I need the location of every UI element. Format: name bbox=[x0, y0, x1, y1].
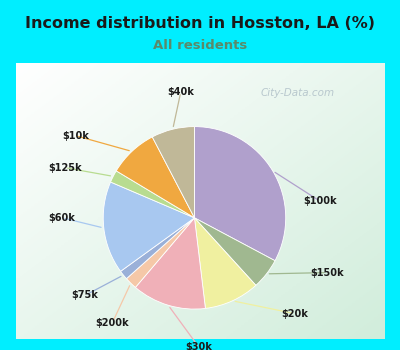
Wedge shape bbox=[116, 137, 194, 218]
Text: $10k: $10k bbox=[62, 131, 89, 141]
Text: $200k: $200k bbox=[96, 318, 129, 328]
Text: $20k: $20k bbox=[282, 309, 308, 318]
Wedge shape bbox=[194, 218, 275, 285]
Wedge shape bbox=[126, 218, 194, 287]
Text: All residents: All residents bbox=[153, 39, 247, 52]
Text: $30k: $30k bbox=[186, 342, 212, 350]
Text: $40k: $40k bbox=[167, 87, 194, 97]
Text: $100k: $100k bbox=[304, 196, 337, 206]
Text: $125k: $125k bbox=[48, 163, 82, 173]
Text: $75k: $75k bbox=[72, 290, 98, 300]
Wedge shape bbox=[103, 182, 194, 271]
Wedge shape bbox=[152, 127, 194, 218]
Text: $150k: $150k bbox=[310, 268, 344, 278]
Wedge shape bbox=[136, 218, 206, 309]
Wedge shape bbox=[194, 127, 286, 261]
Text: Income distribution in Hosston, LA (%): Income distribution in Hosston, LA (%) bbox=[25, 16, 375, 31]
Wedge shape bbox=[120, 218, 194, 279]
Text: City-Data.com: City-Data.com bbox=[261, 88, 335, 98]
Wedge shape bbox=[194, 218, 256, 308]
Text: $60k: $60k bbox=[49, 213, 76, 223]
Wedge shape bbox=[110, 171, 194, 218]
